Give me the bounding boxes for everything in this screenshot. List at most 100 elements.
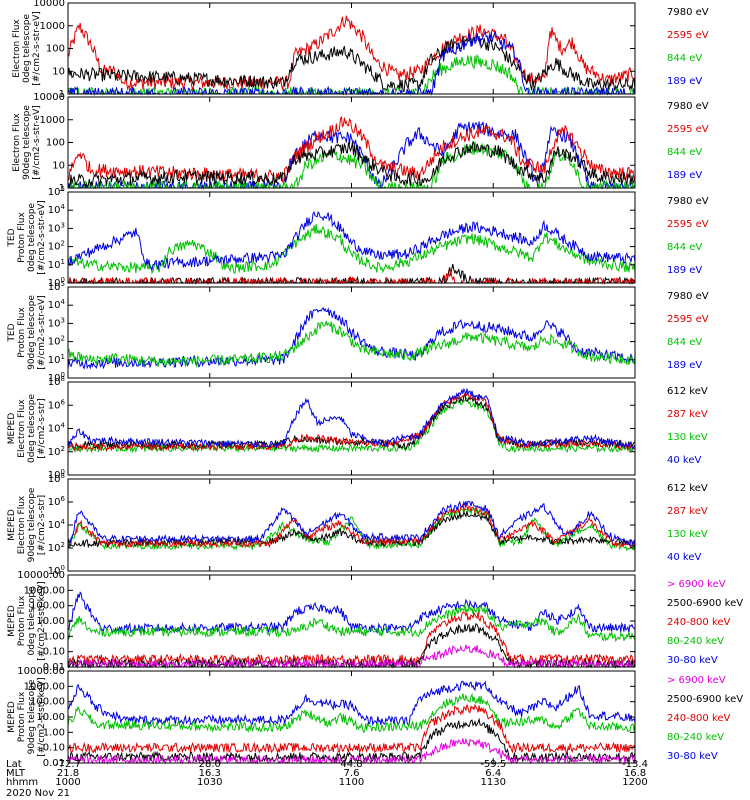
series-line-p8-3 <box>67 703 636 755</box>
y-tick-exponent: 2 <box>61 541 65 549</box>
y-tick-label: 10000 <box>33 0 65 9</box>
footer-tick-value: 1000 <box>55 777 80 788</box>
y-axis-label-line: Proton Flux <box>17 691 27 742</box>
y-axis-label-line: Proton Flux <box>17 595 27 646</box>
y-axis-label: Electron Flux90deg telescope[#/cm2-s-str… <box>12 105 42 180</box>
y-axis-label: Electron Flux0deg telescope[#/cm2-s-str-… <box>12 11 42 86</box>
legend-entry: 7980 eV <box>667 7 709 18</box>
legend-entry: 40 keV <box>667 552 701 563</box>
y-tick-exponent: 0 <box>61 564 65 572</box>
y-tick-exponent: 1 <box>61 353 65 361</box>
y-axis-label-line: 0deg telescope <box>22 14 32 84</box>
y-tick-label: 1 <box>59 89 65 100</box>
legend-entry: 80-240 keV <box>667 636 724 647</box>
series-line-p7-1 <box>67 591 636 635</box>
y-tick-label: 102 <box>48 335 65 348</box>
y-tick-label: 0.01 <box>43 662 65 673</box>
y-tick-exponent: 3 <box>61 221 65 229</box>
y-axis-label-line: Electron Flux <box>17 495 27 554</box>
footer-date: 2020 Nov 21 <box>6 788 70 799</box>
legend-entry: 130 keV <box>667 529 708 540</box>
panel-frame <box>67 478 636 572</box>
series-line-p8-5 <box>67 737 636 765</box>
footer-tick-value: 1100 <box>339 777 364 788</box>
y-axis-label-line: Proton Flux <box>17 307 27 358</box>
y-axis-label-line: [#/cm2-s-str-keV] <box>37 581 47 660</box>
series-line-p5-1 <box>67 397 636 454</box>
footer-row-label: hhmm <box>6 777 38 788</box>
footer-tick-value: 6.4 <box>485 768 501 779</box>
y-tick-label: 106 <box>48 398 66 411</box>
legend-entry: 30-80 keV <box>667 655 718 666</box>
legend-entry: 189 eV <box>667 170 702 181</box>
y-tick-label: 101 <box>48 258 65 271</box>
panel-8: 0.010.101.0010.00100.001000.0010000.00ME… <box>7 666 743 769</box>
y-tick-exponent: 4 <box>61 422 66 430</box>
y-tick-label: 1.00 <box>43 631 65 642</box>
legend-entry: 2500-6900 keV <box>667 598 743 609</box>
y-tick-label: 1 <box>59 183 65 194</box>
series-line-p8-4 <box>67 717 636 763</box>
legend-entry: 240-800 keV <box>667 617 731 628</box>
y-axis-label-line: [#/cm2-s-str] <box>37 495 47 555</box>
y-axis-label-line: 90deg telescope <box>22 105 32 180</box>
legend-entry: 7980 eV <box>667 196 709 207</box>
y-axis-label: MEPEDProton Flux0deg telescope[#/cm2-s-s… <box>7 581 47 660</box>
series-line-p5-4 <box>67 387 636 451</box>
footer-tick-value: -13.4 <box>622 759 648 770</box>
series-line-p8-2 <box>67 692 636 734</box>
y-tick-exponent: 6 <box>61 495 66 503</box>
y-tick-exponent: 2 <box>61 240 65 248</box>
y-tick-label: 10.00 <box>36 712 65 723</box>
legend-entry: 844 eV <box>667 337 702 348</box>
y-axis-label-line: TED <box>7 228 17 247</box>
footer-tick-value: 7.6 <box>344 768 360 779</box>
panel-1: 1 10 100 1000 10000 Electron Flux0deg telesco… <box>12 0 709 100</box>
y-tick-label: 103 <box>48 221 65 234</box>
y-tick-label: 10 <box>52 66 65 77</box>
series-line-p2-2 <box>67 116 636 184</box>
legend-entry: 612 keV <box>667 386 708 397</box>
legend-entry: 189 eV <box>667 265 702 276</box>
y-tick-label: 104 <box>48 422 66 435</box>
y-tick-label: 103 <box>48 316 65 329</box>
footer-tick-value: 16.3 <box>199 768 221 779</box>
y-tick-label: 106 <box>48 495 66 508</box>
panel-frame <box>67 381 636 476</box>
y-axis-label: MEPEDElectron Flux0deg telescope[#/cm2-s… <box>7 394 47 464</box>
y-tick-label: 10000.00 <box>17 666 65 677</box>
y-axis-label-line: Proton Flux <box>17 212 27 263</box>
y-tick-label: 100 <box>46 138 65 149</box>
y-tick-exponent: 8 <box>61 472 65 480</box>
legend-entry: 287 keV <box>667 409 708 420</box>
footer-row-label: MLT <box>6 768 26 779</box>
y-tick-exponent: 8 <box>61 375 65 383</box>
y-tick-label: 10000.00 <box>17 570 65 581</box>
y-tick-exponent: 1 <box>61 258 65 266</box>
footer-tick-value: 44.8 <box>340 759 362 770</box>
y-axis-label: TEDProton Flux0deg telescope[#/cm2-s-str… <box>7 200 47 275</box>
y-axis-label-line: Electron Flux <box>12 19 22 78</box>
y-tick-label: 105 <box>48 185 65 198</box>
y-tick-exponent: 0 <box>61 468 65 476</box>
y-tick-label: 0.01 <box>43 758 65 769</box>
y-tick-exponent: 4 <box>61 518 66 526</box>
series-line-p7-2 <box>67 604 636 643</box>
footer-tick-value: 21.8 <box>57 768 79 779</box>
footer-row-label: Lat <box>6 759 22 770</box>
y-tick-label: 102 <box>48 445 65 458</box>
legend-entry: 7980 eV <box>667 291 709 302</box>
y-tick-label: 1000.00 <box>24 681 65 692</box>
legend-entry: 130 keV <box>667 432 708 443</box>
legend-entry: 2595 eV <box>667 219 709 230</box>
y-tick-exponent: 3 <box>61 316 65 324</box>
y-axis-label-line: MEPED <box>7 413 17 445</box>
y-tick-label: 102 <box>48 541 65 554</box>
footer-tick-value: 1130 <box>481 777 506 788</box>
y-tick-exponent: 5 <box>61 280 65 288</box>
